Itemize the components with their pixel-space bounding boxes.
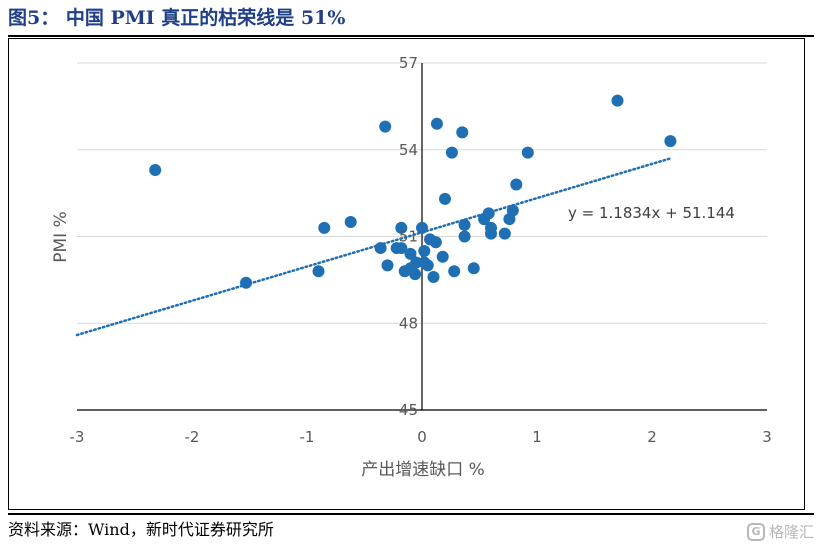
- data-point-35: [485, 227, 497, 240]
- data-point-21: [427, 270, 440, 283]
- data-point-24: [436, 250, 449, 263]
- data-point-6: [381, 259, 394, 272]
- data-point-4: [344, 216, 357, 229]
- x-tick-label: 2: [647, 428, 657, 446]
- source-rule: [8, 513, 814, 515]
- y-axis-title: PMI %: [51, 211, 71, 263]
- data-point-38: [506, 204, 519, 217]
- data-point-5: [379, 120, 392, 133]
- x-tick-label: -3: [70, 428, 85, 446]
- source-note: 资料来源：Wind，新时代证券研究所: [8, 520, 274, 539]
- watermark-logo-icon: G: [746, 523, 765, 541]
- data-point-27: [448, 265, 461, 278]
- y-tick-label: 45: [399, 401, 418, 419]
- axes: [77, 63, 767, 411]
- data-point-12: [404, 247, 417, 260]
- data-points: [149, 94, 677, 289]
- y-tick-label: 48: [399, 314, 418, 332]
- data-point-40: [521, 146, 534, 159]
- data-point-0: [149, 163, 162, 176]
- trendline-equation: y = 1.1834x + 51.144: [568, 204, 735, 222]
- y-tick-labels: 45 48 51 54 57: [399, 54, 418, 419]
- x-tick-label: 0: [417, 428, 427, 446]
- data-point-41: [611, 94, 624, 107]
- data-point-23: [430, 117, 443, 130]
- data-point-26: [445, 146, 458, 159]
- trendline: [75, 157, 672, 337]
- title-rule: [8, 35, 814, 37]
- x-tick-label: 1: [532, 428, 542, 446]
- y-tick-label: 57: [399, 54, 418, 72]
- x-tick-label: -1: [300, 428, 315, 446]
- data-point-16: [416, 221, 428, 234]
- data-point-33: [482, 207, 495, 220]
- data-point-39: [510, 178, 523, 191]
- y-tick-label: 54: [399, 141, 418, 159]
- data-point-10: [395, 221, 408, 234]
- data-point-19: [421, 259, 434, 272]
- trendline-group: [75, 157, 672, 337]
- data-point-1: [240, 276, 253, 289]
- data-point-29: [458, 218, 471, 231]
- data-point-9: [395, 242, 408, 255]
- x-tick-label: -2: [185, 428, 200, 446]
- data-point-31: [467, 262, 480, 275]
- x-tick-labels: -3 -2 -1 0 1 2 3: [70, 428, 772, 446]
- y-tick-label: 51: [399, 228, 418, 246]
- data-point-28: [456, 126, 469, 139]
- data-point-30: [458, 230, 471, 243]
- x-tick-label: 3: [762, 428, 772, 446]
- data-point-7: [374, 242, 387, 255]
- data-point-3: [318, 221, 331, 234]
- data-point-22: [429, 236, 442, 249]
- watermark: G 格隆汇: [746, 520, 814, 544]
- x-axis-title: 产出增速缺口 %: [361, 460, 485, 480]
- data-point-2: [312, 265, 325, 278]
- data-point-17: [418, 244, 431, 257]
- data-point-42: [664, 135, 677, 148]
- watermark-text: 格隆汇: [768, 523, 814, 541]
- data-point-14: [409, 268, 422, 281]
- data-point-36: [498, 227, 511, 240]
- data-point-25: [439, 192, 451, 205]
- figure-title: 图5： 中国 PMI 真正的枯荣线是 51%: [8, 7, 346, 29]
